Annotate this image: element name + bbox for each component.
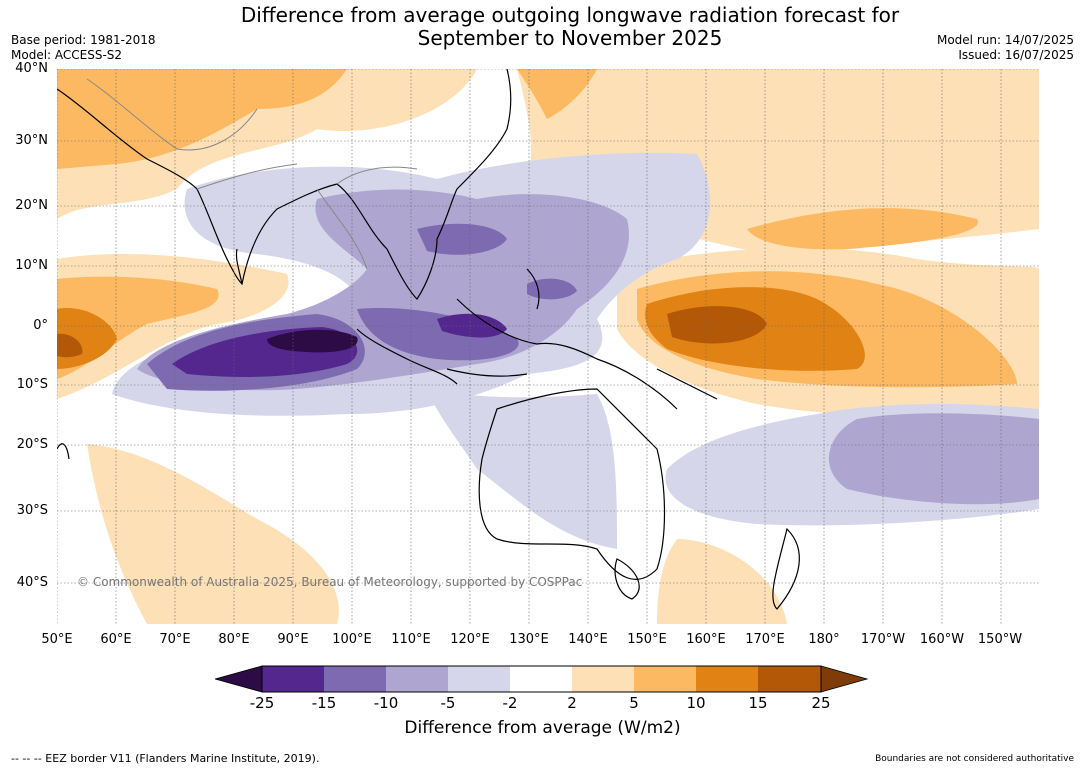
colorbar-tick: 15: [748, 694, 768, 712]
colorbar-extend-high: [820, 665, 869, 693]
model-name: Model: ACCESS-S2: [11, 48, 123, 62]
meta-left: Base period: 1981-2018 Model: ACCESS-S2: [11, 33, 156, 63]
lat-label: 0°: [33, 318, 48, 333]
colorbar-swatch: [696, 666, 758, 692]
lat-label: 40°N: [15, 61, 48, 76]
issued-date: Issued: 16/07/2025: [958, 48, 1074, 62]
lon-label: 50°E: [41, 632, 73, 647]
colorbar-title: Difference from average (W/m2): [404, 718, 681, 738]
colorbar-frame: [261, 665, 822, 693]
lon-label: 80°E: [218, 632, 250, 647]
colorbar-swatch: [758, 666, 821, 692]
colorbar-tick: -25: [249, 694, 275, 712]
lon-label: 160°W: [919, 632, 965, 647]
lon-label: 110°E: [391, 632, 431, 647]
colorbar-tick: 10: [686, 694, 706, 712]
graticule: [57, 69, 1039, 624]
colorbar-swatch: [572, 666, 634, 692]
lon-label: 60°E: [100, 632, 132, 647]
colorbar-swatch: [324, 666, 386, 692]
colorbar-extend-low: [215, 665, 263, 693]
positive-anomaly-fields: [57, 69, 1039, 624]
lon-label: 120°E: [450, 632, 490, 647]
colorbar-swatch: [262, 666, 324, 692]
meta-right: Model run: 14/07/2025 Issued: 16/07/2025: [937, 33, 1074, 63]
lat-label: 40°S: [16, 575, 48, 590]
colorbar-tick: -10: [373, 694, 399, 712]
colorbar-swatch: [634, 666, 696, 692]
colorbar-tick: -15: [311, 694, 337, 712]
map-copyright: © Commonwealth of Australia 2025, Bureau…: [77, 575, 582, 589]
base-period: Base period: 1981-2018: [11, 33, 156, 47]
eez-note: -- -- -- EEZ border V11 (Flanders Marine…: [11, 752, 320, 765]
lon-label: 100°E: [332, 632, 372, 647]
lon-label: 160°E: [686, 632, 726, 647]
page-title: Difference from average outgoing longwav…: [0, 4, 1085, 50]
lon-label: 170°E: [745, 632, 785, 647]
lat-label: 20°N: [15, 198, 48, 213]
lon-label: 130°E: [509, 632, 549, 647]
lon-label: 90°E: [277, 632, 309, 647]
colorbar-tick: -5: [440, 694, 456, 712]
country-borders: [86, 78, 418, 270]
colorbar-tick: -2: [502, 694, 518, 712]
colorbar: [215, 665, 869, 693]
lat-label: 10°S: [16, 377, 48, 392]
lon-label: 70°E: [159, 632, 191, 647]
title-line-2: September to November 2025: [417, 26, 723, 50]
colorbar-swatch: [448, 666, 510, 692]
model-run: Model run: 14/07/2025: [936, 33, 1074, 47]
title-line-1: Difference from average outgoing longwav…: [240, 3, 900, 27]
colorbar-tick: 2: [567, 694, 577, 712]
lat-label: 30°S: [16, 503, 48, 518]
lat-label: 20°S: [16, 437, 48, 452]
negative-anomaly-fields: [112, 152, 1039, 549]
colorbar-tick: 25: [811, 694, 831, 712]
olr-anomaly-map: © Commonwealth of Australia 2025, Bureau…: [57, 69, 1039, 624]
lon-label: 170°W: [860, 632, 906, 647]
colorbar-swatch: [510, 666, 572, 692]
lon-label: 150°W: [977, 632, 1023, 647]
lon-label: 140°E: [568, 632, 608, 647]
lon-label: 150°E: [627, 632, 667, 647]
lon-label: 180°: [808, 632, 840, 647]
lat-label: 30°N: [15, 133, 48, 148]
colorbar-tick: 5: [629, 694, 639, 712]
lat-label: 10°N: [15, 258, 48, 273]
colorbar-swatch: [386, 666, 448, 692]
boundary-disclaimer: Boundaries are not considered authoritat…: [875, 754, 1074, 764]
